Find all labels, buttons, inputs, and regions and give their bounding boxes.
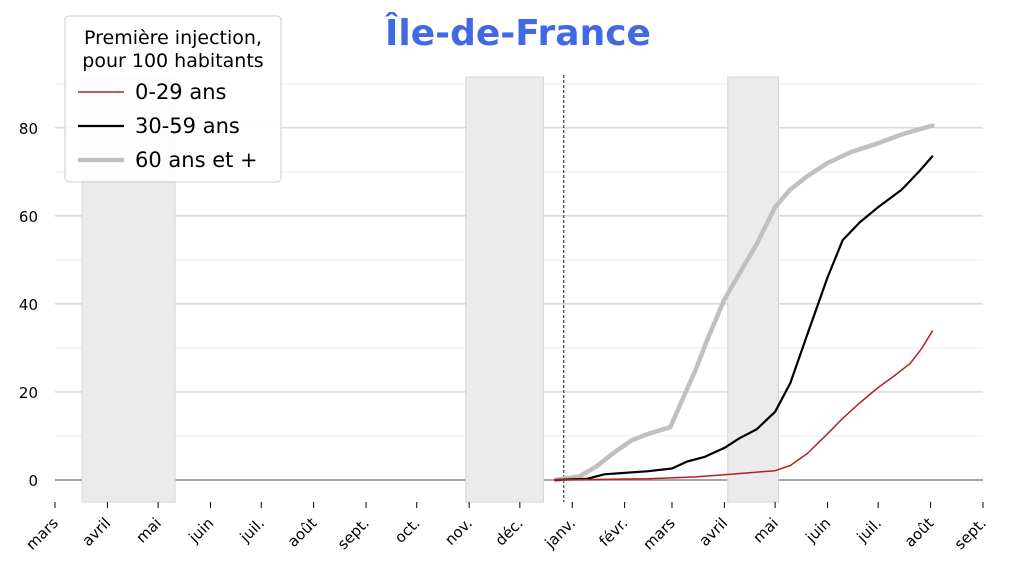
x-tick-label: oct. xyxy=(391,514,424,547)
shaded-period xyxy=(727,76,779,503)
x-tick-label: juin xyxy=(185,514,218,547)
shaded-period xyxy=(465,76,545,503)
series-line-30-59-ans xyxy=(554,155,934,482)
x-tick-label: sept. xyxy=(334,514,373,553)
series-line-60-ans-et- xyxy=(553,123,935,483)
x-tick-label: sept. xyxy=(951,514,990,553)
x-tick-label: avril xyxy=(695,514,731,550)
legend-label: 30-59 ans xyxy=(135,114,240,138)
legend: Première injection, pour 100 habitants 0-2… xyxy=(64,15,282,183)
x-tick-label: juin xyxy=(802,514,835,547)
x-tick-label: avril xyxy=(78,514,114,550)
legend-title: Première injection, pour 100 habitants xyxy=(82,27,263,72)
x-tick-label: août xyxy=(901,514,938,551)
y-tick-label: 60 xyxy=(19,208,38,226)
x-tick-label: juil. xyxy=(236,514,268,546)
x-tick-label: août xyxy=(284,514,321,551)
x-tick-label: janv. xyxy=(541,514,579,552)
legend-label: 0-29 ans xyxy=(135,80,226,104)
y-tick-label: 20 xyxy=(19,384,38,402)
x-tick-label: nov. xyxy=(441,514,476,549)
x-tick-label: déc. xyxy=(491,514,526,549)
x-tick-label: juil. xyxy=(853,514,885,546)
y-tick-label: 0 xyxy=(28,472,38,490)
x-tick-label: mai xyxy=(132,514,165,547)
chart-title: Île-de-France xyxy=(385,12,651,54)
legend-label: 60 ans et + xyxy=(135,148,258,172)
x-tick-label: mars xyxy=(22,514,62,554)
x-tick-label: mai xyxy=(749,514,782,547)
series-line-0-29-ans xyxy=(554,330,934,481)
legend-box xyxy=(64,15,282,183)
x-tick-label: févr. xyxy=(595,514,631,550)
y-tick-label: 40 xyxy=(19,296,38,314)
y-tick-label: 80 xyxy=(19,120,38,138)
x-tick-label: mars xyxy=(639,514,679,554)
